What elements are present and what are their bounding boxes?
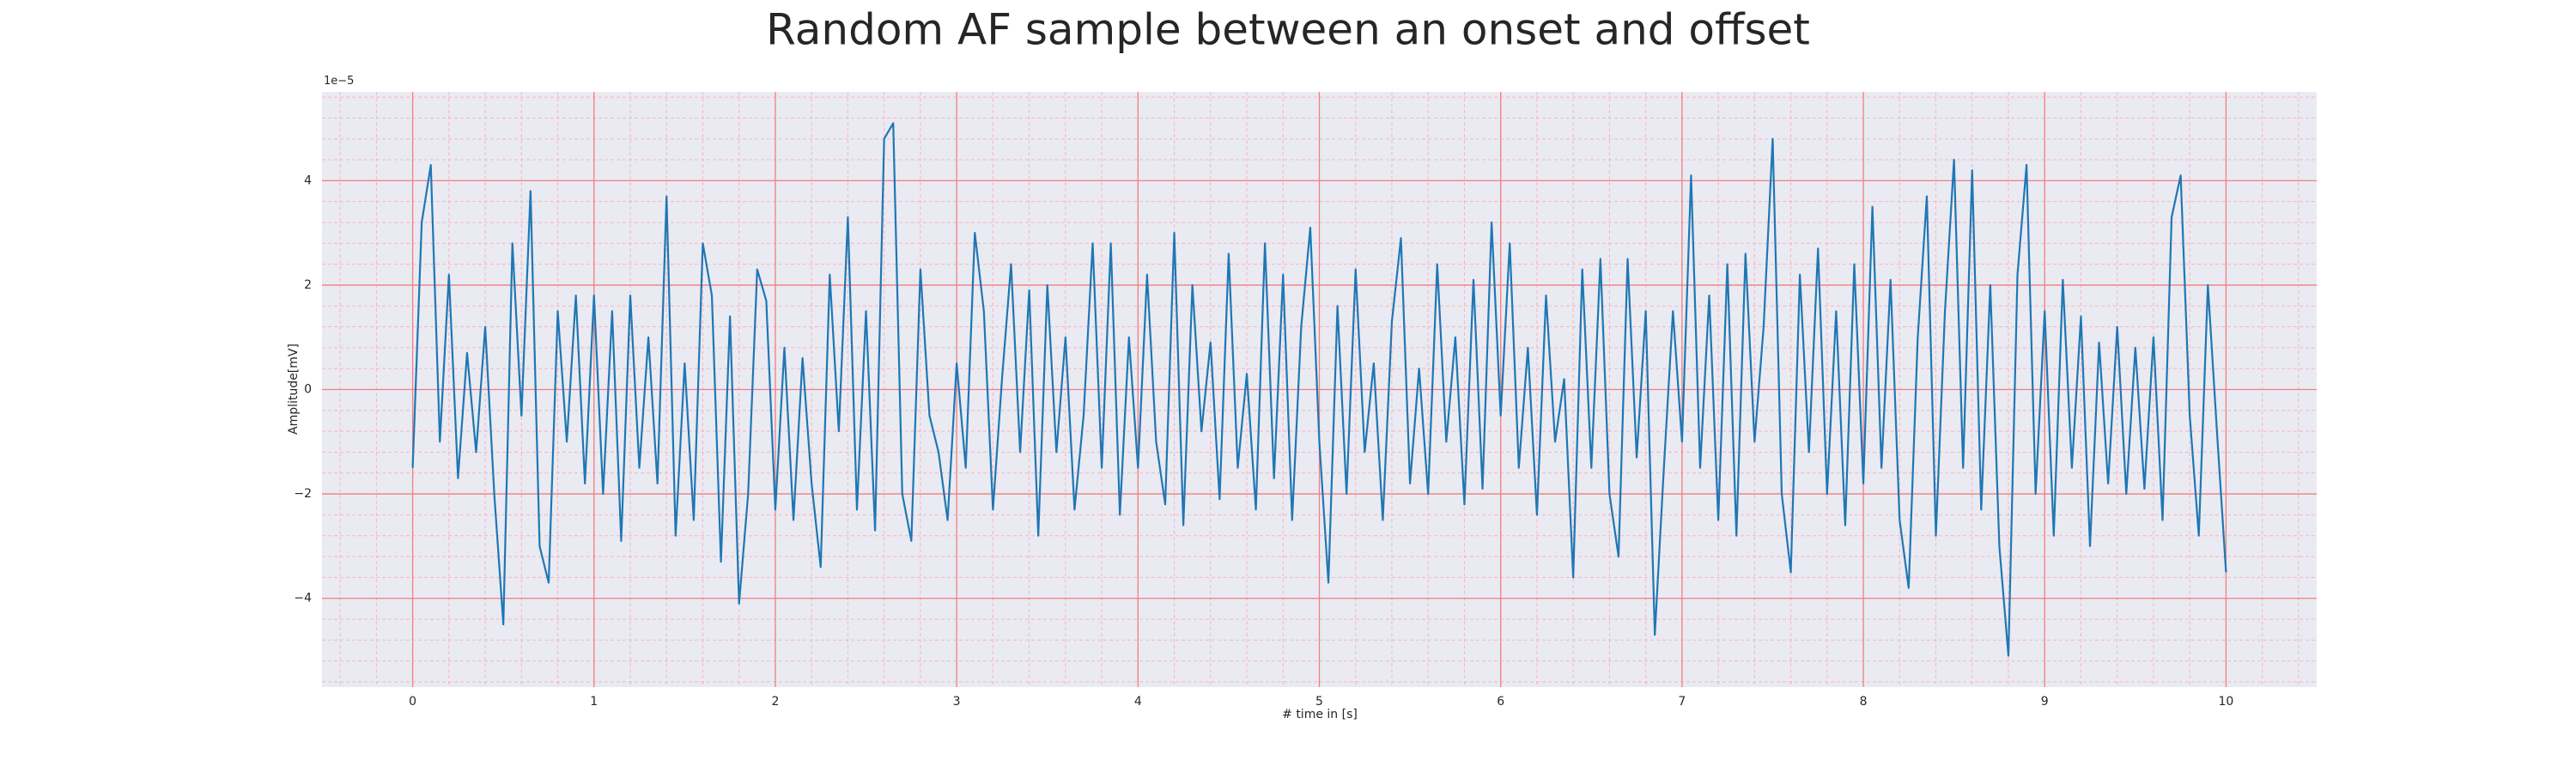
y-tick-label: −2 (294, 487, 312, 501)
x-tick-label: 5 (1315, 695, 1323, 709)
y-tick-label: −4 (294, 592, 312, 606)
y-axis-label: Amplitude[mV] (287, 344, 301, 435)
x-tick-label: 1 (590, 695, 598, 709)
x-tick-label: 10 (2218, 695, 2233, 709)
y-offset-label: 1e−5 (324, 75, 354, 88)
y-tick-label: 2 (304, 278, 312, 292)
x-tick-label: 7 (1678, 695, 1686, 709)
x-tick-label: 0 (409, 695, 416, 709)
x-axis-label: # time in [s] (1282, 708, 1358, 721)
x-tick-label: 8 (1860, 695, 1868, 709)
x-tick-label: 6 (1497, 695, 1504, 709)
y-tick-label: 0 (304, 383, 312, 397)
x-tick-label: 4 (1134, 695, 1142, 709)
chart-title: Random AF sample between an onset and of… (766, 5, 1810, 55)
data-line (411, 122, 2227, 657)
y-tick-label: 4 (304, 173, 312, 187)
x-tick-label: 2 (771, 695, 779, 709)
x-tick-label: 3 (953, 695, 961, 709)
x-tick-label: 9 (2041, 695, 2049, 709)
